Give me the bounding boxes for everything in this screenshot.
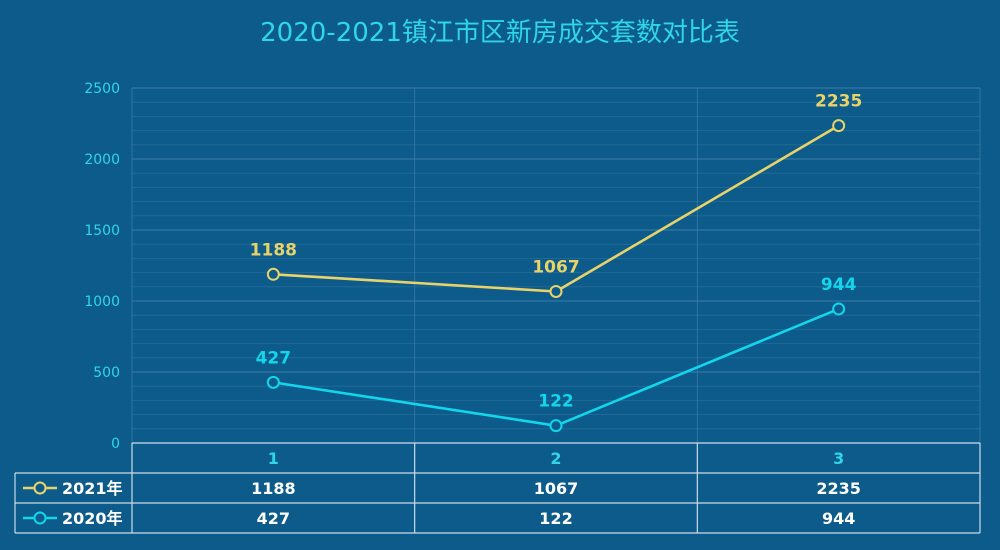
legend-label: 2020年 <box>62 509 123 528</box>
table-cell-value: 1188 <box>251 479 296 498</box>
data-point <box>549 284 563 298</box>
data-labels: 1188 1067 2235 427 122 944 <box>250 92 863 412</box>
table-cell-value: 1067 <box>534 479 579 498</box>
data-table: 1 2 3 2021年 1188 1067 2235 2020年 427 122 944 <box>14 442 981 534</box>
data-point <box>549 419 563 433</box>
table-cell-value: 427 <box>257 509 290 528</box>
legend-marker-key <box>33 511 47 525</box>
x-tick-label: 2 <box>550 449 561 468</box>
table-cell-value: 944 <box>822 509 855 528</box>
legend-marker-key <box>33 481 47 495</box>
y-tick-label: 2500 <box>84 81 120 97</box>
data-point <box>832 302 846 316</box>
table-cell-value: 2235 <box>816 479 861 498</box>
data-label: 1188 <box>250 240 297 260</box>
y-tick-label: 1500 <box>84 223 120 239</box>
table-cell-value: 122 <box>539 509 572 528</box>
y-tick-label: 1000 <box>84 294 120 310</box>
series-lines <box>266 119 846 433</box>
data-point <box>832 119 846 133</box>
grid-lines <box>131 87 981 444</box>
data-point <box>266 375 280 389</box>
data-label: 427 <box>256 348 292 368</box>
data-label: 944 <box>821 275 857 295</box>
y-axis: 0 500 1000 1500 2000 2500 <box>84 81 120 452</box>
data-label: 1067 <box>532 257 579 277</box>
chart-title: 2020-2021镇江市区新房成交套数对比表 <box>260 18 740 48</box>
data-label: 2235 <box>815 92 862 112</box>
y-tick-label: 500 <box>93 365 120 381</box>
y-tick-label: 0 <box>111 436 120 452</box>
x-tick-label: 3 <box>833 449 844 468</box>
y-tick-label: 2000 <box>84 152 120 168</box>
data-label: 122 <box>538 392 574 412</box>
data-point <box>266 267 280 281</box>
legend-label: 2021年 <box>62 479 123 498</box>
x-tick-label: 1 <box>268 449 279 468</box>
